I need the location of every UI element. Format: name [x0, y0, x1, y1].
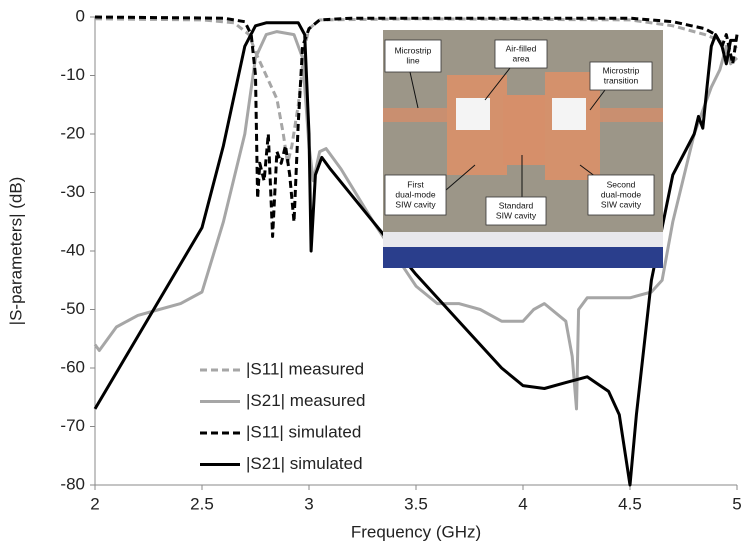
y-tick-label: -30 [60, 182, 85, 201]
series-line [93, 30, 739, 411]
arrow [484, 67, 511, 101]
inset-label: SIW cavity [496, 210, 537, 220]
y-tick-label: 0 [76, 6, 85, 25]
arrows [409, 67, 606, 197]
label-box [485, 196, 547, 226]
arrow [445, 164, 476, 191]
inset-label: Standard [499, 200, 534, 210]
label-box [589, 61, 653, 91]
inset-label: Microstrip [395, 45, 432, 55]
inset-label: SIW cavity [601, 199, 642, 209]
legend-label: |S11| measured [246, 359, 364, 378]
inset-label: First [407, 179, 424, 189]
inset-label: dual-mode [395, 189, 435, 199]
label-box [587, 174, 655, 216]
x-tick-label: 3 [304, 494, 313, 513]
x-tick-label: 2 [90, 494, 99, 513]
y-axis-label: |S-parameters| (dB) [6, 177, 25, 326]
label-box [494, 39, 548, 69]
cavity [503, 95, 548, 165]
y-tick-label: -60 [60, 357, 85, 376]
air-filled-area [552, 98, 586, 130]
legend-label: |S21| simulated [246, 454, 363, 473]
inset-label: dual-mode [601, 189, 641, 199]
air-filled-area [456, 98, 490, 130]
x-tick-label: 5 [732, 494, 741, 513]
plot-layer: 2 2.5 3 3.5 4 4.5 5 0 -10 -20 -30 -40 -50 -60 -70 -80 Fr… [6, 6, 741, 541]
legend-label: |S21| measured [246, 391, 365, 410]
inset-label: line [406, 55, 420, 65]
y-tick-label: -10 [60, 65, 85, 84]
inset-label: SIW cavity [395, 199, 436, 209]
inset-label: area [512, 53, 529, 63]
x-axis-label: Frequency (GHz) [351, 522, 481, 541]
inset-photo: MicrostriplineAir-filledareaMicrostriptr… [383, 30, 663, 268]
inset-label: Second [607, 179, 636, 189]
series-line [94, 15, 739, 238]
y-tick-label: -80 [60, 474, 85, 493]
y-tick-label: -70 [60, 416, 85, 435]
x-tick-label: 4.5 [618, 494, 642, 513]
y-tick-label: -20 [60, 123, 85, 142]
y-tick-label: -40 [60, 240, 85, 259]
x-tick-label: 3.5 [404, 494, 428, 513]
label-box [384, 39, 442, 73]
inset-label: Air-filled [506, 43, 537, 53]
arrow [409, 71, 419, 109]
series-line [93, 21, 737, 487]
label-box [384, 174, 447, 216]
ruler-band [383, 247, 663, 268]
inset-label: Microstrip [603, 65, 640, 75]
y-tick-label: -50 [60, 299, 85, 318]
arrow [589, 89, 606, 111]
inset-label: transition [604, 75, 639, 85]
x-tick-label: 2.5 [190, 494, 214, 513]
x-tick-label: 4 [518, 494, 527, 513]
legend-label: |S11| simulated [246, 422, 361, 441]
